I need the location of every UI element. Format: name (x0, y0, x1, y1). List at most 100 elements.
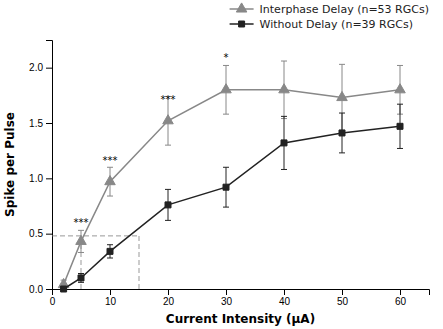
x-tick: 30 (221, 289, 233, 307)
legend-marker (236, 3, 247, 12)
reference-line (52, 235, 139, 236)
error-bar-cap (78, 230, 84, 231)
point (221, 84, 232, 93)
error-bar-cap (339, 113, 345, 114)
x-tick: 20 (163, 289, 175, 307)
x-tick: 60 (395, 289, 407, 307)
y-tick-label: 0.5 (29, 228, 43, 239)
annotations: ********** (74, 52, 229, 228)
error-bar-cap (397, 65, 403, 66)
plot-area: 01020304050600.00.51.01.52.0********** (29, 41, 429, 308)
point (78, 275, 84, 281)
error-bar-cap (107, 244, 113, 245)
x-tick: 50 (337, 289, 349, 307)
x-tick-label: 20 (163, 296, 175, 307)
legend-item: Without Delay (n=39 RGCs) (230, 18, 413, 31)
chart-container: 01020304050600.00.51.01.52.0**********Cu… (0, 0, 443, 329)
x-tick: 40 (279, 289, 291, 307)
x-tick: 10 (105, 289, 117, 307)
legend-label: Without Delay (n=39 RGCs) (260, 18, 413, 31)
point (279, 84, 290, 93)
error-bar (281, 116, 287, 169)
point (397, 123, 403, 129)
error-bar (107, 245, 113, 258)
legend-label: Interphase Delay (n=53 RGCs) (260, 3, 429, 16)
chart-svg: 01020304050600.00.51.01.52.0**********Cu… (0, 0, 443, 329)
y-tick: 0.5 (29, 228, 52, 239)
legend-item: Interphase Delay (n=53 RGCs) (230, 3, 429, 16)
error-bar (165, 189, 171, 220)
point (281, 140, 287, 146)
error-bar-cap (281, 169, 287, 170)
y-tick-label: 2.0 (29, 62, 43, 73)
error-bar-cap (397, 104, 403, 105)
series-line (64, 126, 400, 289)
error-bar-cap (339, 64, 345, 65)
marks (52, 61, 405, 292)
error-bar-cap (281, 116, 287, 117)
error-bar-cap (397, 148, 403, 149)
x-tick-mark (168, 289, 169, 295)
x-axis-line (53, 290, 430, 296)
error-bar-cap (223, 114, 229, 115)
point (163, 115, 174, 124)
reference-line (139, 236, 140, 289)
y-tick-mark (46, 68, 52, 69)
x-tick-label: 0 (50, 296, 56, 307)
x-tick-label: 10 (105, 296, 117, 307)
point (105, 176, 116, 185)
point (165, 202, 171, 208)
error-bar-cap (339, 152, 345, 153)
point (223, 184, 229, 190)
y-tick-label: 0.0 (29, 284, 43, 295)
x-tick-label: 50 (337, 296, 349, 307)
y-tick: 0.0 (29, 284, 52, 295)
error-bar (339, 113, 345, 153)
y-tick-mark (46, 178, 52, 179)
legend: Interphase Delay (n=53 RGCs) Without Dela… (230, 3, 429, 31)
annotation: *** (103, 155, 118, 166)
annotation: * (224, 52, 229, 63)
y-tick: 2.0 (29, 62, 52, 73)
annotation: *** (74, 217, 89, 228)
series (58, 61, 405, 289)
point (76, 235, 87, 244)
y-tick-mark (46, 234, 52, 235)
point (337, 91, 348, 100)
x-tick: 0 (50, 289, 56, 307)
y-tick-mark (46, 289, 52, 290)
x-tick-label: 60 (395, 296, 407, 307)
x-tick-label: 40 (279, 296, 291, 307)
x-tick-mark (400, 289, 401, 295)
x-tick-mark (342, 289, 343, 295)
x-tick-label: 30 (221, 296, 233, 307)
x-tick-mark (284, 289, 285, 295)
error-bar-cap (107, 258, 113, 259)
y-tick: 1.5 (29, 118, 52, 129)
point (61, 286, 67, 292)
error-bar-cap (107, 167, 113, 168)
x-axis: 0 10 20 30 40 50 60 (50, 289, 430, 307)
error-bar-cap (223, 167, 229, 168)
y-tick-mark (46, 123, 52, 124)
x-tick-mark (226, 289, 227, 295)
error-bar (78, 274, 84, 283)
series (61, 104, 403, 292)
x-axis-title: Current Intensity (μA) (166, 312, 315, 326)
x-tick-mark (110, 289, 111, 295)
legend-marker (239, 21, 245, 27)
y-axis-title: Spike per Pulse (3, 112, 17, 217)
annotation: *** (161, 94, 176, 105)
error-bar (397, 104, 403, 148)
point (107, 248, 113, 254)
point (339, 130, 345, 136)
error-bar-cap (78, 273, 84, 274)
y-tick: 1.0 (29, 173, 52, 184)
y-axis-line (46, 41, 53, 290)
y-axis: 0.0 0.5 1.0 1.5 2.0 (29, 41, 52, 295)
y-tick-label: 1.0 (29, 173, 43, 184)
error-bar-cap (165, 220, 171, 221)
error-bar-cap (281, 61, 287, 62)
error-bar-cap (78, 282, 84, 283)
error-bar-cap (165, 189, 171, 190)
